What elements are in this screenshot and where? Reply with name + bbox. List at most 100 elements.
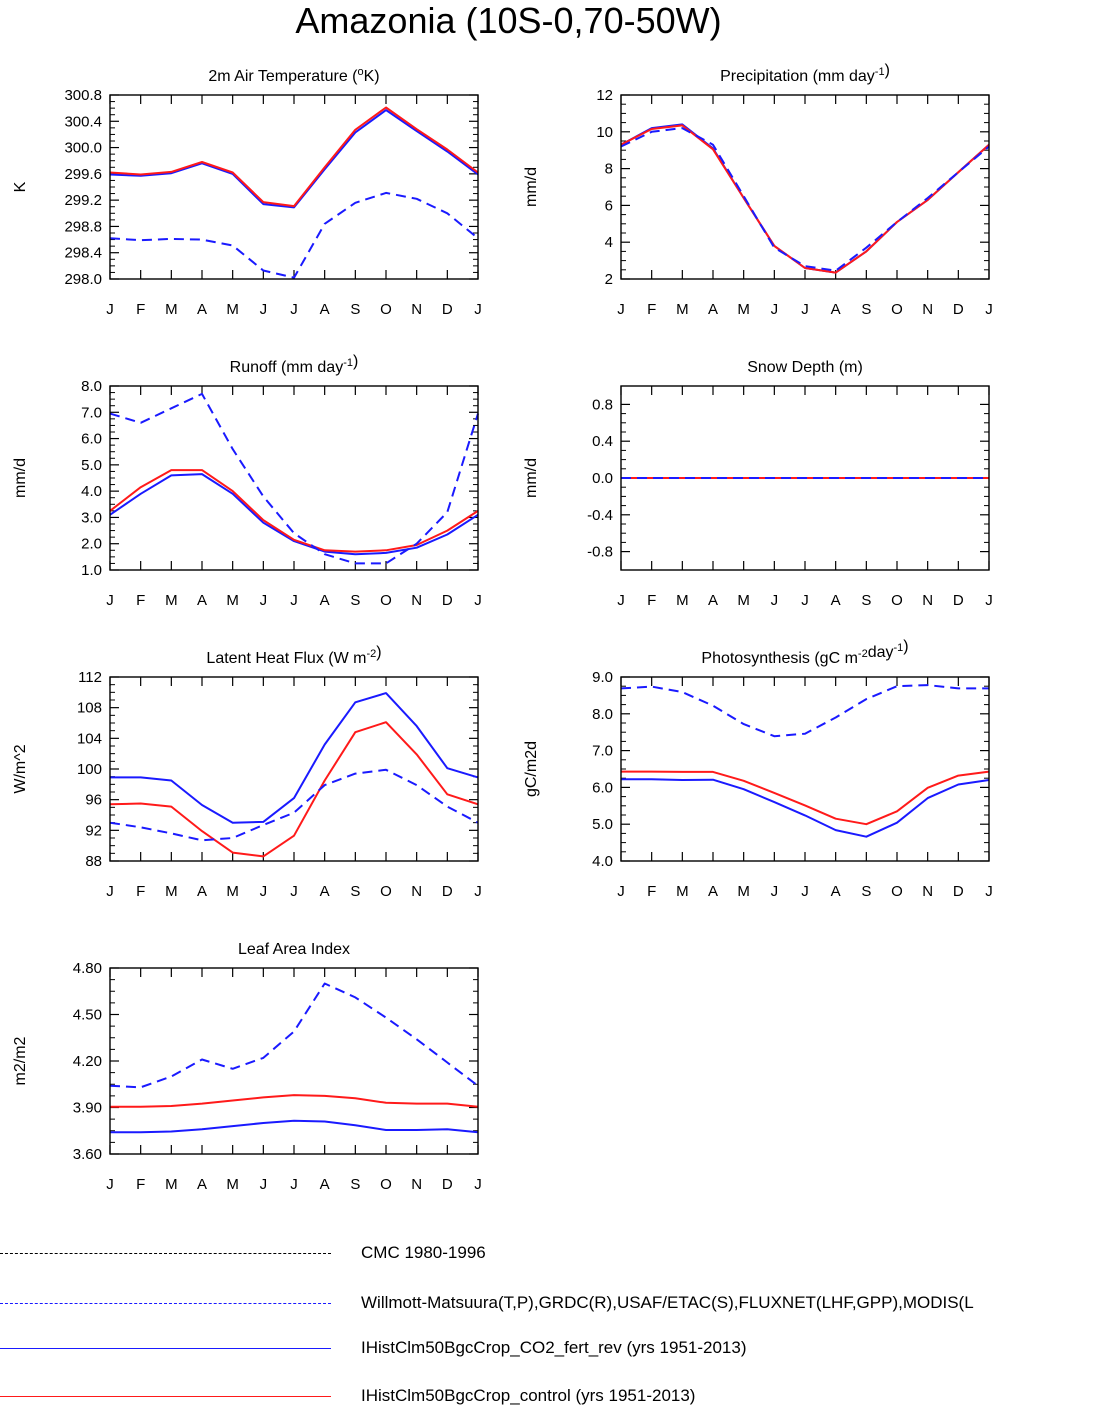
x-tick-label: N [411,883,422,900]
x-tick-label: A [197,883,207,900]
y-tick-label: 108 [77,700,102,717]
x-tick-label: A [320,592,330,609]
x-tick-label: S [861,883,871,900]
plot-frame [109,385,479,571]
x-tick-label: J [771,883,779,900]
chart-runoff: Runoff (mm day-1) mm/d 1.0 2.0 3.0 4.0 5.0 6.0 7… [12,353,482,609]
x-tick-label: M [165,592,178,609]
y-tick-label: 4.0 [81,483,102,500]
series-line-obs [109,982,479,1089]
plot-frame [620,385,990,571]
x-tick-label: N [922,301,933,318]
chart-lai: Leaf Area Index m2/m2 3.60 3.90 4.20 4.50 4.80… [12,941,482,1193]
plot-frame [109,94,479,280]
x-tick-label: M [165,1176,178,1193]
x-tick-label: F [136,883,145,900]
chart-temp: 2m Air Temperature (oK) K 298.0 298.4 298.8 2… [12,66,482,318]
y-tick-label: -0.4 [587,507,613,524]
y-tick-label: -0.8 [587,544,613,561]
y-tick-label: 4.0 [592,853,613,870]
y-axis-label: W/m^2 [12,744,29,793]
x-tick-label: M [165,883,178,900]
y-tick-label: 300.8 [64,87,102,104]
x-tick-label: A [708,301,718,318]
legend-swatch-obs [0,1303,331,1304]
x-tick-label: J [260,883,268,900]
x-tick-label: M [676,592,689,609]
series-line-co2 [110,1119,479,1134]
x-tick-label: N [922,592,933,609]
x-tick-label: A [708,883,718,900]
y-axis-label: m2/m2 [12,1036,29,1085]
y-tick-label: 299.6 [64,166,102,183]
x-tick-label: J [617,301,625,318]
series-line-control [109,106,479,208]
y-tick-label: 298.8 [64,218,102,235]
x-tick-label: D [442,1176,453,1193]
x-tick-label: J [260,301,268,318]
x-tick-label: D [953,883,964,900]
x-tick-label: J [474,1176,482,1193]
series-line-obs [620,127,990,272]
legend-row-control: IHistClm50BgcCrop_control (yrs 1951-2013… [0,1385,1117,1415]
x-tick-label: M [226,883,239,900]
x-tick-label: J [771,592,779,609]
y-tick-label: 4.20 [73,1053,102,1070]
page-title: Amazonia (10S-0,70-50W) [295,0,722,41]
y-tick-label: 4.80 [73,960,102,977]
x-tick-label: S [861,301,871,318]
x-tick-label: O [891,301,903,318]
x-tick-label: D [442,592,453,609]
x-tick-label: A [708,592,718,609]
y-tick-label: 0.8 [592,396,613,413]
y-tick-label: 2 [605,271,613,288]
series-line-obs [109,191,479,279]
y-axis-label: gC/m2d [523,741,540,797]
x-tick-label: N [922,883,933,900]
x-tick-label: M [737,883,750,900]
x-tick-label: D [442,883,453,900]
series-line-co2 [620,123,990,274]
y-tick-label: 10 [596,124,613,141]
series-line-obs [620,684,989,738]
y-tick-label: 6.0 [592,779,613,796]
chart-title: Leaf Area Index [238,941,350,958]
y-tick-label: 299.2 [64,192,102,209]
y-tick-label: 0.0 [592,470,613,487]
legend-label-control: IHistClm50BgcCrop_control (yrs 1951-2013… [361,1386,696,1405]
y-tick-label: 112 [78,669,102,686]
x-tick-label: M [676,301,689,318]
x-tick-label: J [771,301,779,318]
x-tick-label: N [411,301,422,318]
chart-gpp: Photosynthesis (gC m-2day-1) gC/m2d 4.0 5.0… [523,638,993,900]
x-tick-label: M [676,883,689,900]
x-tick-label: A [197,592,207,609]
x-tick-label: J [106,883,114,900]
y-tick-label: 88 [85,853,102,870]
x-tick-label: D [953,301,964,318]
x-tick-label: F [136,301,145,318]
x-tick-label: J [290,883,298,900]
y-tick-label: 8.0 [81,378,102,395]
x-tick-label: J [801,301,809,318]
plot-frame [620,94,990,280]
y-tick-label: 298.0 [64,271,102,288]
x-tick-label: J [106,1176,114,1193]
x-tick-label: J [290,301,298,318]
x-tick-label: A [320,301,330,318]
x-tick-label: F [136,1176,145,1193]
y-tick-label: 3.0 [81,509,102,526]
plot-frame [620,676,990,862]
x-tick-label: O [891,883,903,900]
chart-panels: 2m Air Temperature (oK) K 298.0 298.4 298.8 2… [12,62,993,1193]
series-line-control [109,469,479,553]
series-line-co2 [621,778,990,838]
y-tick-label: 6 [605,197,613,214]
x-tick-label: M [737,592,750,609]
x-tick-label: S [861,592,871,609]
legend-swatch-co2 [0,1348,331,1349]
legend-label-co2: IHistClm50BgcCrop_CO2_fert_rev (yrs 1951… [361,1338,747,1357]
chart-title: Runoff (mm day-1) [230,353,359,376]
x-tick-label: A [197,301,207,318]
series-line-control [109,721,479,858]
